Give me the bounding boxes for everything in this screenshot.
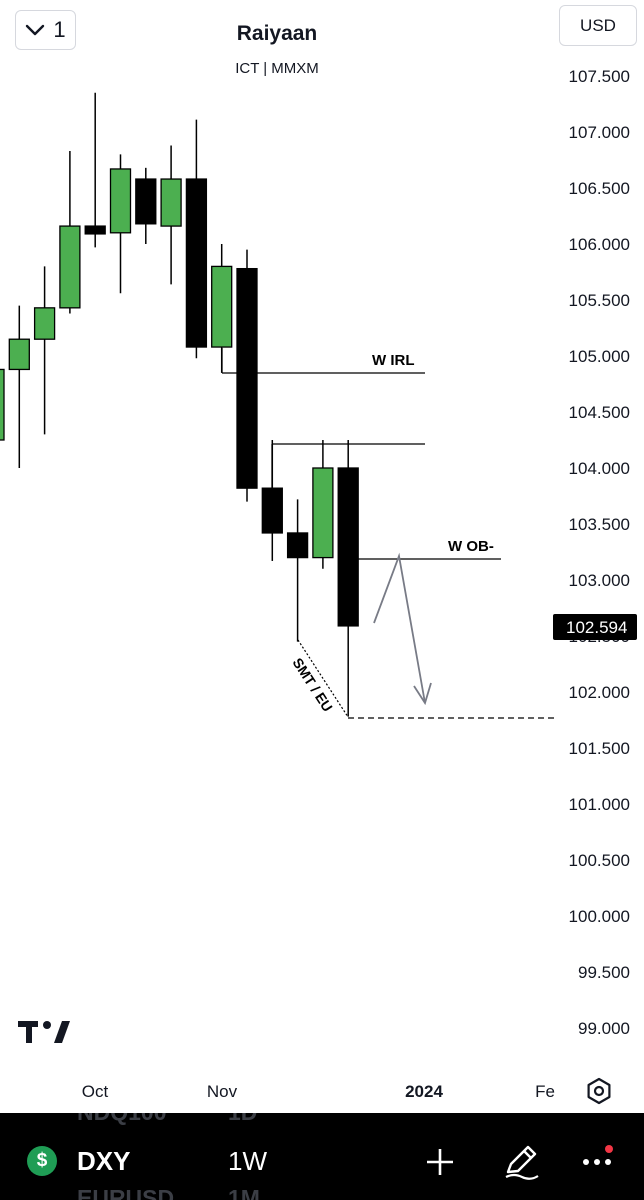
candle (286, 499, 309, 642)
w-irl-label: W IRL (372, 352, 415, 369)
candle (135, 167, 157, 244)
price-tick-label: 104.000 (569, 459, 630, 478)
candle (59, 151, 81, 314)
candle-body-bullish (33, 307, 56, 340)
projection-arrow-head (413, 682, 432, 706)
smt-eu-label: SMT / EU (289, 655, 335, 715)
previous-symbol-ghost: NDQ100 (77, 1113, 166, 1126)
candle-body-bearish (261, 487, 283, 534)
price-tick-label: 102.000 (569, 683, 630, 702)
drawing-pen-icon[interactable] (502, 1142, 540, 1180)
candle (337, 440, 359, 717)
time-axis[interactable]: Oct Nov 2024 Fe (82, 1082, 555, 1101)
candle-body-bullish (211, 265, 233, 348)
candle (8, 305, 30, 468)
price-tick-label: 100.000 (569, 907, 630, 926)
price-chart[interactable]: W IRL W OB- SMT / EU 107.500 107.000 106.5… (0, 0, 644, 1110)
price-tick-label: 105.000 (569, 347, 630, 366)
candle (185, 119, 208, 359)
time-tick-label: Oct (82, 1082, 109, 1101)
currency-selector-button[interactable]: USD (559, 5, 637, 46)
tradingview-logo (18, 1021, 70, 1043)
price-tick-label: 101.500 (569, 739, 630, 758)
price-tick-label: 101.000 (569, 795, 630, 814)
candle (312, 440, 334, 569)
candle (33, 266, 56, 435)
w-ob-label: W OB- (448, 538, 494, 555)
price-tick-label: 100.500 (569, 851, 630, 870)
layout-count: 1 (53, 17, 66, 42)
candle-body-bullish (0, 368, 5, 441)
candle-body-bullish (160, 178, 182, 227)
last-price-label: 102.594 (566, 618, 627, 637)
price-tick-label: 107.500 (569, 67, 630, 86)
candle-body-bearish (236, 267, 258, 489)
candle-body-bullish (59, 225, 81, 309)
smt-divergence-line (297, 639, 349, 718)
more-menu-icon[interactable] (580, 1144, 616, 1174)
chevron-down-icon (26, 24, 45, 36)
chart-title: Raiyaan (236, 22, 318, 45)
last-price-marker: 102.594 (553, 614, 637, 640)
price-tick-label: 99.500 (578, 963, 630, 982)
candle (236, 249, 258, 502)
candle (109, 154, 132, 294)
price-tick-label: 105.500 (569, 291, 630, 310)
projection-arrow-path (373, 552, 426, 704)
candle-body-bullish (109, 168, 132, 234)
time-tick-label: Nov (207, 1082, 238, 1101)
candle-body-bearish (84, 225, 106, 235)
plus-icon[interactable] (424, 1146, 456, 1178)
price-tick-label: 107.000 (569, 123, 630, 142)
notification-dot-icon (605, 1145, 613, 1153)
price-axis[interactable]: 107.500 107.000 106.500 106.000 105.500 105.0… (569, 67, 630, 1038)
price-tick-label: 103.500 (569, 515, 630, 534)
candle-body-bearish (337, 467, 359, 627)
interval-selector[interactable]: 1W (228, 1146, 267, 1176)
candles (0, 92, 359, 717)
bottom-toolbar: NDQ100 1D EURUSD 1M (0, 1113, 644, 1200)
candle-body-bullish (8, 338, 30, 371)
price-tick-label: 103.000 (569, 571, 630, 590)
dollar-icon: $ (27, 1146, 57, 1176)
time-tick-label: Fe (535, 1082, 555, 1101)
candle (84, 92, 106, 248)
candle-body-bearish (185, 178, 208, 348)
symbol-selector[interactable]: DXY (77, 1146, 131, 1176)
candle-body-bullish (312, 467, 334, 559)
price-tick-label: 104.500 (569, 403, 630, 422)
price-tick-label: 106.000 (569, 235, 630, 254)
time-tick-label: 2024 (405, 1082, 443, 1101)
next-symbol-ghost: EURUSD (77, 1185, 175, 1200)
chart-subtitle: ICT | MMXM (235, 60, 319, 77)
previous-interval-ghost: 1D (228, 1113, 257, 1126)
chart-settings-icon[interactable] (584, 1076, 614, 1106)
price-tick-label: 106.500 (569, 179, 630, 198)
layout-selector-button[interactable]: 1 (15, 10, 76, 50)
price-tick-label: 99.000 (578, 1019, 630, 1038)
candle (0, 368, 5, 441)
candle-body-bearish (286, 532, 309, 559)
next-interval-ghost: 1M (228, 1185, 260, 1200)
candle-body-bearish (135, 178, 157, 225)
last-price-badge (553, 614, 637, 640)
candle (160, 145, 182, 285)
